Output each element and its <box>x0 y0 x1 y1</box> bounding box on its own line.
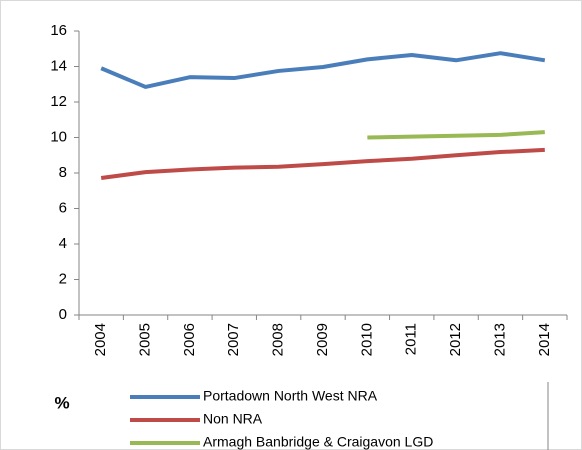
y-tick-label: 0 <box>59 306 67 323</box>
x-tick-label: 2013 <box>491 323 508 356</box>
x-tick-label: 2006 <box>181 323 198 356</box>
series-line <box>367 130 545 140</box>
x-tick-label: 2014 <box>536 323 553 356</box>
y-tick-label: 8 <box>59 164 67 181</box>
x-tick-label: 2008 <box>270 323 287 356</box>
y-tick-label: 10 <box>50 128 67 145</box>
x-tick-label: 2007 <box>225 323 242 356</box>
series-line <box>100 51 546 89</box>
x-tick-label: 2004 <box>92 323 109 356</box>
y-tick-label: 12 <box>50 93 67 110</box>
x-tick-label: 2012 <box>447 323 464 356</box>
x-tick-label: 2005 <box>137 323 154 356</box>
y-tick-label: 2 <box>59 270 67 287</box>
legend-label: Portadown North West NRA <box>203 388 378 404</box>
y-tick-label: 14 <box>50 57 67 74</box>
x-tick-label: 2010 <box>358 323 375 356</box>
y-tick-label: 4 <box>59 235 67 252</box>
y-tick-label: 16 <box>50 22 67 39</box>
legend-label: Armagh Banbridge & Craigavon LGD <box>203 434 433 450</box>
x-tick-label: 2011 <box>403 323 420 355</box>
y-axis-label: % <box>54 393 69 412</box>
y-tick-label: 6 <box>59 199 67 216</box>
legend-label: Non NRA <box>203 411 263 427</box>
x-tick-label: 2009 <box>314 323 331 356</box>
series-line <box>100 147 545 180</box>
